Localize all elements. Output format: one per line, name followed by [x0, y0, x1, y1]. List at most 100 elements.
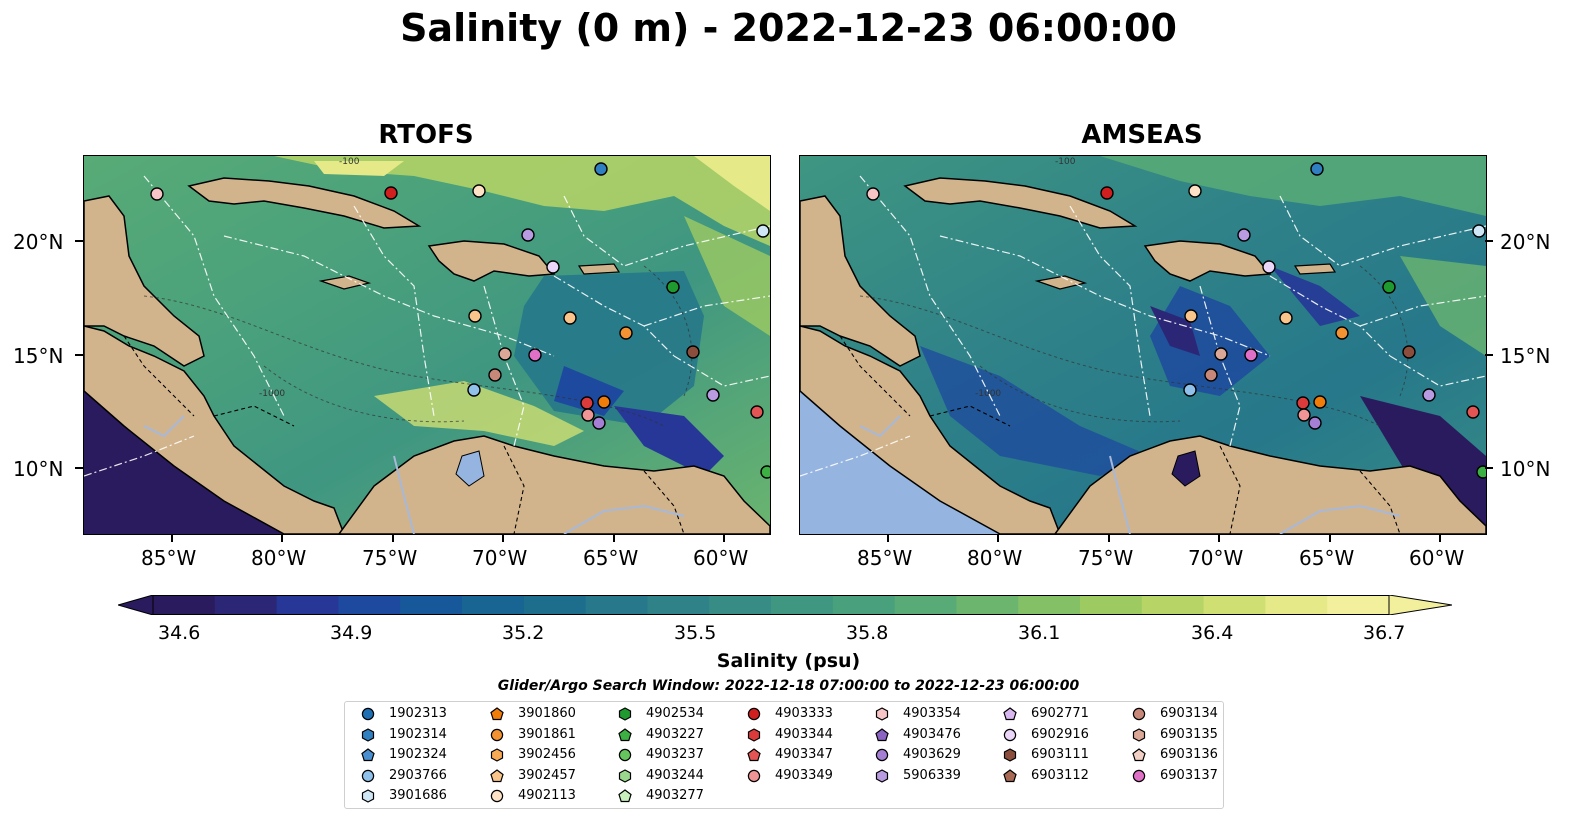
marker-4903333[interactable] [384, 186, 398, 200]
marker-4903629[interactable] [592, 416, 606, 430]
marker-5906339[interactable] [706, 388, 720, 402]
lat-label-15n: 15°N [13, 344, 64, 368]
lon-label-60w: 60°W [1409, 546, 1465, 570]
land-south-america [1054, 435, 1486, 534]
colorbar [118, 595, 1452, 615]
marker-4903227[interactable] [1476, 465, 1486, 479]
circle-marker-icon [1132, 707, 1146, 721]
marker-3901860[interactable] [597, 395, 611, 409]
pentagon-marker-icon [1003, 707, 1017, 721]
legend-label: 1902314 [389, 726, 447, 742]
marker-4902113[interactable] [472, 184, 486, 198]
colorbar-segment [1327, 595, 1390, 615]
circle-marker-icon [361, 769, 375, 782]
marker-4902113[interactable] [1188, 184, 1202, 198]
lat-label-10n-right: 10°N [1500, 457, 1551, 481]
circle-marker-icon [747, 769, 761, 782]
legend-label: 5906339 [903, 767, 961, 783]
high-salinity-region [1100, 156, 1486, 216]
colorbar-segment [1265, 595, 1328, 615]
map-panel-rtofs[interactable]: -1000 -100 [83, 155, 771, 535]
high-salinity-region [1400, 256, 1486, 356]
marker-1902314[interactable] [1310, 162, 1324, 176]
lon-label-80w: 80°W [251, 546, 307, 570]
contour-label: -1000 [975, 389, 1001, 399]
hexagon-marker-icon [875, 768, 889, 783]
colorbar-segment [400, 595, 463, 615]
marker-2903766[interactable] [1183, 383, 1197, 397]
legend-label: 6902771 [1031, 706, 1089, 721]
hexagon-marker-icon [747, 727, 761, 742]
marker-4903347[interactable] [1466, 405, 1480, 419]
marker-3901860[interactable] [1313, 395, 1327, 409]
circle-marker-icon [490, 789, 504, 803]
hexagon-marker-icon [618, 768, 632, 783]
high-salinity-region [274, 156, 770, 246]
marker-4903354[interactable] [150, 187, 164, 201]
marker-3902457[interactable] [1184, 309, 1198, 323]
float-markers [866, 162, 1486, 479]
marker-6903111[interactable] [1402, 345, 1416, 359]
low-salinity-region [1270, 266, 1360, 326]
marker-6903111[interactable] [686, 345, 700, 359]
marker-3901861[interactable] [619, 326, 633, 340]
legend-label: 6903134 [1160, 706, 1218, 721]
land-hispaniola [427, 240, 556, 282]
marker-6902916[interactable] [1262, 260, 1276, 274]
marker-5906339[interactable] [521, 228, 535, 242]
lon-label-75w: 75°W [362, 546, 418, 570]
amseas-map-svg: -1000 -100 [800, 156, 1486, 534]
pentagon-marker-icon [1003, 768, 1017, 782]
lon-label-80w: 80°W [967, 546, 1023, 570]
marker-4902534[interactable] [666, 280, 680, 294]
marker-6903135[interactable] [1214, 347, 1228, 361]
marker-4903349[interactable] [581, 408, 595, 422]
pentagon-marker-icon [875, 727, 889, 741]
colorbar-tick: 35.8 [846, 622, 889, 644]
marker-4903347[interactable] [750, 405, 764, 419]
marker-1902314[interactable] [594, 162, 608, 176]
lon-label-65w: 65°W [1299, 546, 1355, 570]
marker-3902457[interactable] [468, 309, 482, 323]
legend-label: 3901860 [518, 706, 576, 721]
legend-label: 6903135 [1160, 726, 1218, 742]
marker-6903134[interactable] [1204, 368, 1218, 382]
legend-label: 4903347 [775, 747, 833, 762]
legend-label: 4903354 [903, 706, 961, 721]
colorbar-segment [462, 595, 525, 615]
pentagon-marker-icon [490, 768, 504, 782]
marker-3901686[interactable] [1472, 224, 1486, 238]
colorbar-segment [214, 595, 278, 615]
legend-label: 4902534 [646, 706, 704, 721]
float-markers [150, 162, 770, 479]
marker-2903766[interactable] [467, 383, 481, 397]
legend-label: 3902457 [518, 767, 576, 783]
pentagon-marker-icon [747, 748, 761, 762]
marker-6903135[interactable] [498, 347, 512, 361]
colorbar-segment [338, 595, 401, 615]
bathymetry-contour [1359, 265, 1409, 397]
legend-label: 3901861 [518, 726, 576, 742]
marker-4902534[interactable] [1382, 280, 1396, 294]
land-puerto-rico [1293, 263, 1337, 275]
marker-6903137[interactable] [1244, 348, 1258, 362]
colorbar-segment [894, 595, 957, 615]
marker-4903354[interactable] [866, 187, 880, 201]
marker-6902916[interactable] [546, 260, 560, 274]
marker-5906339[interactable] [1422, 388, 1436, 402]
marker-4903349[interactable] [1297, 408, 1311, 422]
rivers [143, 415, 685, 534]
national-borders [123, 335, 685, 534]
marker-4903333[interactable] [1100, 186, 1114, 200]
map-panel-amseas[interactable]: -1000 -100 [799, 155, 1487, 535]
pacific-region [800, 391, 1060, 534]
marker-3902457[interactable] [1279, 311, 1293, 325]
marker-3901861[interactable] [1335, 326, 1349, 340]
marker-5906339[interactable] [1237, 228, 1251, 242]
marker-6903137[interactable] [528, 348, 542, 362]
marker-4903629[interactable] [1308, 416, 1322, 430]
marker-3902457[interactable] [563, 311, 577, 325]
marker-4903227[interactable] [760, 465, 770, 479]
marker-6903134[interactable] [488, 368, 502, 382]
marker-3901686[interactable] [756, 224, 770, 238]
